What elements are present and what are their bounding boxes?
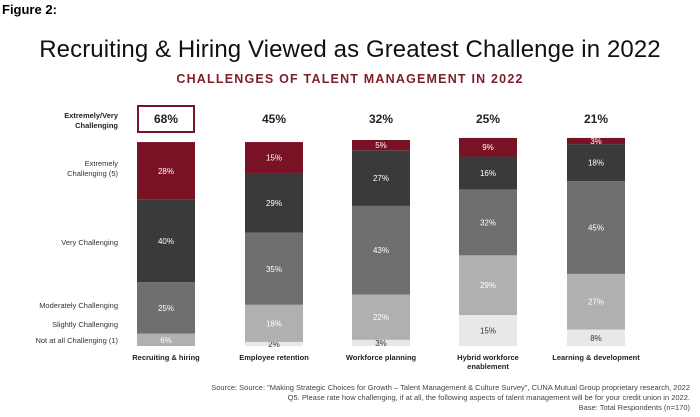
data-label: 22% [373, 313, 389, 322]
source-note: Source: Source: "Making Strategic Choice… [211, 383, 690, 392]
data-label: 15% [480, 327, 496, 336]
bar-segment-moderately-challenging-employee-retention [245, 232, 303, 305]
chart-title: CHALLENGES OF TALENT MANAGEMENT IN 2022 [176, 72, 524, 86]
page-title: Recruiting & Hiring Viewed as Greatest C… [39, 36, 661, 63]
highlight-box [137, 105, 195, 133]
legend-label-not-at-all-challenging-1: Not at all Challenging (1) [35, 336, 118, 345]
top2-value: 68% [154, 112, 178, 126]
category-label-recruiting-hiring: Recruiting & hiring [132, 353, 200, 362]
bar-segment-slightly-challenging-learning-development [567, 273, 625, 330]
legend-label-extremely-challenging-5: Challenging (5) [67, 169, 118, 178]
data-label: 6% [160, 336, 172, 345]
bar-segment-very-challenging-employee-retention [245, 172, 303, 233]
data-label: 15% [266, 154, 282, 163]
bar-segment-very-challenging-hybrid-workforce-enablement [459, 156, 517, 190]
legend-label-slightly-challenging: Slightly Challenging [52, 320, 118, 329]
data-label: 43% [373, 246, 389, 255]
bar-segment-very-challenging-workforce-planning [352, 150, 410, 206]
category-label-learning-development: Learning & development [552, 353, 640, 362]
data-label: 35% [266, 265, 282, 274]
data-label: 8% [590, 334, 602, 343]
bar-segment-moderately-challenging-workforce-planning [352, 205, 410, 295]
bar-segment-slightly-challenging-employee-retention [245, 304, 303, 342]
data-label: 27% [373, 174, 389, 183]
bar-segment-extremely-challenging-5-hybrid-workforce-enablement [459, 137, 517, 157]
question-note: Q5. Please rate how challenging, if at a… [287, 393, 690, 402]
data-label: 27% [588, 298, 604, 307]
bar-segment-moderately-challenging-recruiting-hiring [137, 282, 195, 334]
legend-label-extremely-challenging-5: Extremely [85, 159, 119, 168]
data-label: 3% [590, 137, 602, 146]
stacked-bar-chart: 6% 25% 40% 28% 2% 18% 35% 29% 15% 3% 22% 43% 27% 5% 15… [35, 105, 640, 371]
data-label: 2% [268, 340, 280, 349]
data-label: 45% [588, 224, 604, 233]
bar-segment-not-at-all-challenging-1-employee-retention [245, 341, 303, 346]
data-label: 18% [588, 159, 604, 168]
bar-segment-very-challenging-learning-development [567, 144, 625, 182]
data-label: 29% [266, 199, 282, 208]
data-label: 16% [480, 169, 496, 178]
bar-segment-very-challenging-recruiting-hiring [137, 199, 195, 283]
top2-value: 45% [262, 112, 286, 126]
top2-label-line1: Extremely/Very [64, 111, 119, 120]
bar-segment-not-at-all-challenging-1-learning-development [567, 329, 625, 346]
bar-segment-slightly-challenging-recruiting-hiring [137, 333, 195, 346]
data-label: 32% [480, 218, 496, 227]
category-label-workforce-planning: Workforce planning [346, 353, 417, 362]
base-note: Base: Total Respondents (n=170) [578, 403, 690, 412]
top2-value: 25% [476, 112, 500, 126]
top2-value: 21% [584, 112, 608, 126]
legend-label-very-challenging: Very Challenging [61, 238, 118, 247]
bar-segment-slightly-challenging-hybrid-workforce-enablement [459, 255, 517, 316]
category-label-employee-retention: Employee retention [239, 353, 309, 362]
data-label: 28% [158, 167, 174, 176]
bar-segment-extremely-challenging-5-recruiting-hiring [137, 142, 195, 200]
data-label: 25% [158, 304, 174, 313]
data-label: 18% [266, 319, 282, 328]
bar-segment-moderately-challenging-hybrid-workforce-enablement [459, 189, 517, 256]
data-label: 29% [480, 281, 496, 290]
data-label: 40% [158, 237, 174, 246]
bar-segment-not-at-all-challenging-1-hybrid-workforce-enablement [459, 315, 517, 346]
bar-segment-moderately-challenging-learning-development [567, 181, 625, 274]
bar-segment-slightly-challenging-workforce-planning [352, 294, 410, 340]
legend-label-moderately-challenging: Moderately Challenging [39, 301, 118, 310]
data-label: 3% [375, 339, 387, 348]
data-label: 5% [375, 141, 387, 150]
top2-value: 32% [369, 112, 393, 126]
bar-segment-extremely-challenging-5-learning-development [567, 137, 625, 145]
category-label-hybrid-workforce-enablement: enablement [467, 362, 509, 371]
bar-segment-extremely-challenging-5-workforce-planning [352, 140, 410, 151]
figure-label: Figure 2: [2, 2, 57, 17]
bar-segment-not-at-all-challenging-1-workforce-planning [352, 339, 410, 346]
top2-label-line2: Challenging [75, 121, 118, 130]
data-label: 9% [482, 143, 494, 152]
bar-segment-extremely-challenging-5-employee-retention [245, 142, 303, 173]
category-label-hybrid-workforce-enablement: Hybrid workforce [457, 353, 519, 362]
